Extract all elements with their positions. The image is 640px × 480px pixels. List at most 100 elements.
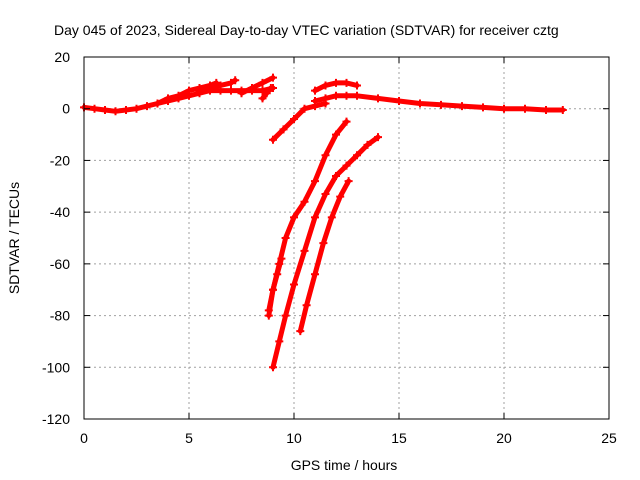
- data-point: [143, 102, 151, 111]
- data-point: [332, 130, 340, 139]
- y-axis-label: SDTVAR / TECUs: [6, 182, 22, 294]
- data-point: [227, 86, 235, 95]
- data-point: [353, 151, 361, 160]
- series-line: [270, 134, 381, 370]
- data-point: [353, 81, 361, 90]
- data-point: [558, 106, 567, 115]
- data-point: [90, 104, 99, 113]
- data-point: [342, 117, 351, 126]
- data-point: [395, 96, 403, 105]
- data-point: [264, 306, 273, 315]
- y-tick-label: -60: [50, 256, 70, 272]
- y-tick-label: -120: [42, 411, 70, 427]
- series-track-e: [258, 84, 275, 103]
- data-point: [269, 135, 277, 144]
- data-point: [542, 106, 550, 115]
- data-point: [153, 99, 162, 108]
- series-track-g: [311, 91, 567, 115]
- x-tick-label: 0: [80, 430, 88, 446]
- data-point: [227, 78, 235, 87]
- data-point: [164, 94, 172, 103]
- data-point: [101, 106, 109, 115]
- data-point: [248, 84, 256, 93]
- data-point: [290, 213, 298, 222]
- data-point: [290, 115, 298, 124]
- axis-ticks: 0 5 10 15 20 25 -120 -100 -80 -60 -40 -20 0 20: [42, 49, 617, 446]
- data-point: [374, 94, 382, 103]
- x-tick-label: 10: [286, 430, 302, 446]
- data-point: [416, 99, 424, 108]
- y-tick-label: -20: [50, 152, 70, 168]
- data-point: [311, 213, 319, 222]
- y-tick-label: 0: [62, 101, 70, 117]
- data-point: [300, 104, 309, 113]
- data-point: [132, 104, 141, 113]
- series-track-h: [311, 78, 361, 95]
- series-track-k: [296, 177, 353, 336]
- y-tick-label: 20: [54, 49, 70, 65]
- data-point: [300, 246, 309, 255]
- data-point: [231, 76, 240, 85]
- data-point: [206, 84, 214, 93]
- x-tick-label: 5: [185, 430, 193, 446]
- data-point: [258, 86, 267, 95]
- series-track-j: [269, 133, 382, 372]
- data-point: [273, 270, 282, 279]
- data-point: [269, 363, 277, 372]
- data-point: [277, 254, 286, 263]
- data-point: [342, 161, 351, 170]
- data-point: [311, 177, 319, 186]
- data-point: [269, 285, 277, 294]
- data-point: [336, 192, 345, 201]
- data-point: [281, 311, 290, 320]
- data-point: [342, 91, 351, 100]
- data-point: [319, 239, 328, 248]
- x-tick-label: 15: [391, 430, 407, 446]
- data-point: [281, 234, 290, 242]
- data-point: [321, 81, 330, 90]
- data-point: [344, 177, 353, 186]
- data-point: [374, 133, 382, 142]
- data-point: [296, 327, 305, 336]
- data-point: [237, 89, 246, 98]
- x-tick-label: 20: [496, 430, 512, 446]
- series-track-d: [237, 73, 277, 98]
- data-point: [332, 78, 340, 87]
- x-tick-label: 25: [601, 430, 617, 446]
- y-tick-label: -100: [42, 359, 70, 375]
- data-point: [458, 102, 466, 111]
- data-point: [437, 100, 445, 109]
- data-series: [80, 73, 567, 372]
- data-point: [269, 73, 277, 82]
- data-point: [111, 107, 120, 116]
- series-line: [266, 119, 349, 319]
- data-point: [216, 81, 225, 90]
- data-point: [311, 86, 319, 95]
- data-point: [275, 337, 284, 346]
- chart-title: Day 045 of 2023, Sidereal Day-to-day VTE…: [54, 22, 559, 38]
- data-point: [185, 86, 193, 95]
- x-axis-label: GPS time / hours: [291, 457, 398, 473]
- data-point: [290, 280, 298, 289]
- series-track-c: [195, 76, 240, 95]
- data-point: [258, 78, 267, 87]
- data-point: [321, 190, 330, 199]
- data-point: [353, 91, 361, 100]
- data-point: [332, 171, 340, 180]
- data-point: [279, 125, 288, 134]
- series-track-f: [269, 99, 330, 144]
- data-point: [321, 151, 330, 160]
- data-point: [302, 301, 311, 310]
- data-point: [300, 197, 309, 206]
- data-point: [327, 213, 336, 222]
- y-tick-label: -40: [50, 204, 70, 220]
- data-point: [311, 96, 319, 105]
- data-point: [363, 140, 372, 149]
- data-point: [479, 103, 487, 112]
- data-point: [321, 94, 330, 103]
- data-point: [262, 89, 271, 98]
- data-point: [258, 94, 267, 103]
- data-point: [500, 104, 508, 113]
- series-line: [266, 256, 284, 313]
- data-point: [521, 104, 529, 113]
